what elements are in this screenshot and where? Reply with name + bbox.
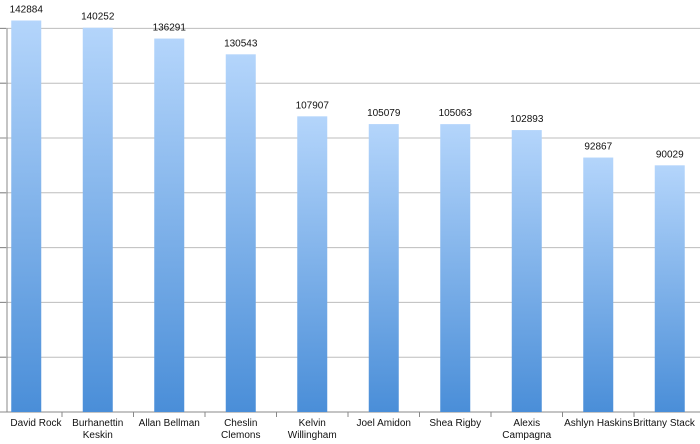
x-tick-label: David Rock (10, 418, 62, 429)
x-tick-label: Alexis Campagna (502, 418, 552, 441)
value-label: 105079 (367, 108, 401, 119)
value-label: 90029 (656, 149, 684, 160)
bar (511, 130, 542, 412)
bar (583, 157, 614, 412)
value-label: 102893 (510, 114, 544, 125)
bar (297, 116, 328, 412)
x-tick-label: Ashlyn Haskins (564, 418, 633, 429)
bar (11, 20, 42, 413)
bar (82, 27, 113, 412)
x-tick-label: Burhanettin Keskin (72, 418, 124, 441)
value-label: 142884 (10, 4, 44, 15)
x-tick-label: Cheslin Clemons (221, 418, 261, 441)
bar (654, 165, 685, 412)
value-label: 92867 (584, 142, 612, 153)
x-tick-label: Shea Rigby (429, 418, 482, 429)
bar (154, 38, 185, 413)
bar (368, 124, 399, 412)
x-tick-label: Kelvin Willingham (287, 418, 337, 441)
x-tick-label: Allan Bellman (138, 418, 200, 429)
x-tick-label: Joel Amidon (356, 418, 411, 429)
value-label: 105063 (439, 108, 473, 119)
bar (225, 54, 256, 412)
x-tick-label: Brittany Stack (633, 418, 695, 429)
value-label: 107907 (296, 100, 330, 111)
value-label: 130543 (224, 38, 258, 49)
bar (440, 124, 471, 412)
value-label: 140252 (81, 12, 115, 23)
value-label: 136291 (153, 23, 187, 34)
